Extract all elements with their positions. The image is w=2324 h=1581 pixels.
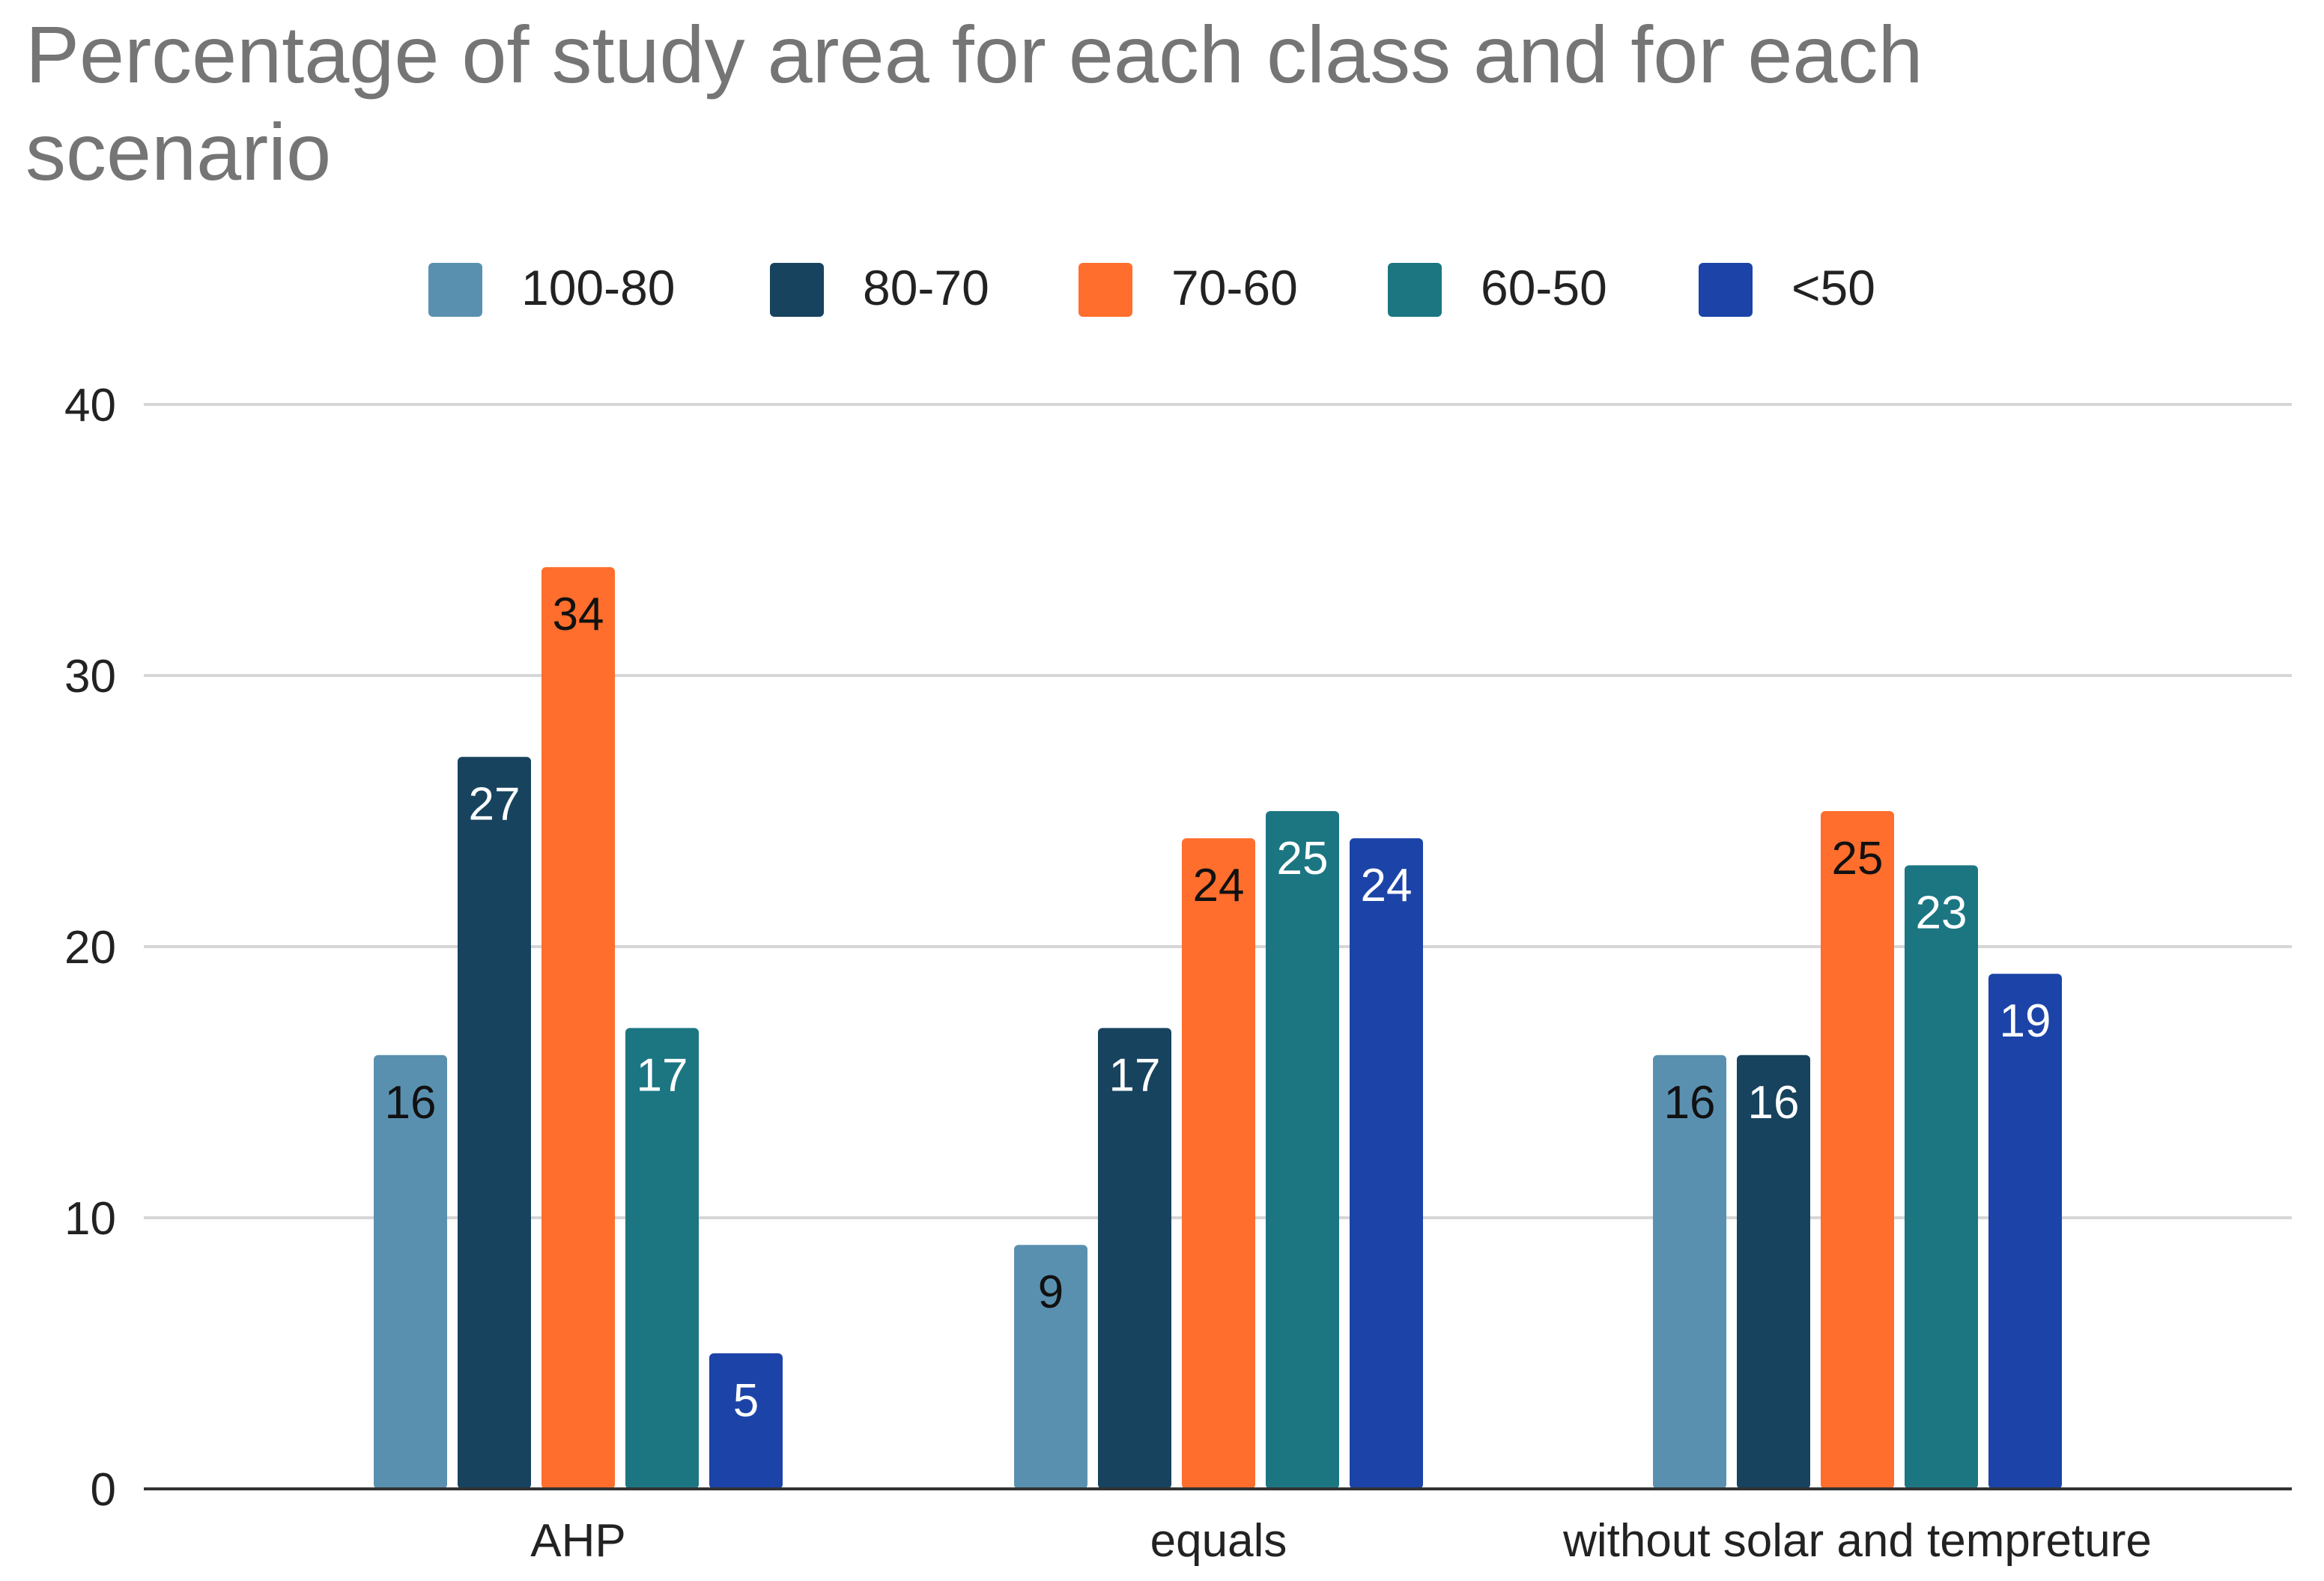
legend-swatch-80-70: [770, 263, 824, 317]
legend-label-80-70: 80-70: [863, 260, 989, 315]
y-tick-label: 20: [64, 922, 116, 974]
bar-ahp-60-50: [625, 1028, 699, 1489]
legend-label-60-50: 60-50: [1481, 260, 1607, 315]
y-tick-label: 0: [91, 1464, 116, 1516]
legend-swatch-lt-50: [1699, 263, 1753, 317]
data-label-without-solar-and-tempreture-80-70: 16: [1748, 1077, 1800, 1129]
bar-without-solar-and-tempreture-70-60: [1821, 811, 1894, 1489]
y-tick-label: 40: [64, 380, 116, 431]
data-label-equals-100-80: 9: [1038, 1266, 1064, 1318]
legend-swatch-100-80: [428, 263, 482, 317]
y-axis: 0 10 20 30 40: [64, 380, 116, 1516]
bar-ahp-80-70: [458, 756, 531, 1489]
bars: [374, 567, 2062, 1490]
bar-equals-70-60: [1182, 838, 1255, 1489]
bar-without-solar-and-tempreture-100-80: [1653, 1054, 1726, 1489]
data-label-ahp-60-50: 17: [637, 1050, 688, 1102]
data-label-without-solar-and-tempreture-100-80: 16: [1664, 1077, 1716, 1129]
data-label-without-solar-and-tempreture-70-60: 25: [1832, 833, 1884, 884]
data-label-equals-80-70: 17: [1109, 1050, 1161, 1102]
bar-equals-100-80: [1014, 1245, 1087, 1489]
bar-equals-80-70: [1098, 1028, 1171, 1489]
x-tick-label: equals: [1150, 1515, 1287, 1567]
bar-without-solar-and-tempreture-60-50: [1905, 865, 1978, 1489]
bar-ahp-lt-50: [709, 1353, 783, 1489]
y-tick-label: 10: [64, 1193, 116, 1245]
bar-equals-60-50: [1266, 811, 1339, 1489]
bar-ahp-70-60: [541, 567, 615, 1490]
legend: 100-80 80-70 70-60 60-50 <50: [428, 260, 1875, 317]
data-label-ahp-100-80: 16: [385, 1077, 437, 1129]
x-tick-label: without solar and tempreture: [1562, 1515, 2152, 1567]
data-label-equals-70-60: 24: [1193, 860, 1245, 911]
chart-title-line-1: Percentage of study area for each class …: [25, 9, 1923, 100]
y-tick-label: 30: [64, 651, 116, 703]
legend-label-lt-50: <50: [1791, 260, 1875, 315]
data-label-equals-lt-50: 24: [1361, 860, 1413, 911]
legend-swatch-70-60: [1078, 263, 1132, 317]
bar-ahp-100-80: [374, 1054, 447, 1489]
bar-without-solar-and-tempreture-80-70: [1737, 1054, 1810, 1489]
bar-equals-lt-50: [1350, 838, 1423, 1489]
legend-swatch-60-50: [1388, 263, 1442, 317]
data-label-without-solar-and-tempreture-lt-50: 19: [2000, 995, 2051, 1047]
bar-labels: 16 27 34 17 5 9 17 24 25 24 16 16 25 23 19: [385, 589, 2051, 1427]
chart-title-line-2: scenario: [25, 106, 331, 197]
legend-label-100-80: 100-80: [521, 260, 676, 315]
data-label-equals-60-50: 25: [1277, 833, 1329, 884]
data-label-ahp-lt-50: 5: [733, 1375, 759, 1427]
legend-label-70-60: 70-60: [1171, 260, 1298, 315]
x-axis: AHP equals without solar and tempreture: [144, 1487, 2292, 1567]
data-label-without-solar-and-tempreture-60-50: 23: [1916, 887, 1967, 938]
data-label-ahp-80-70: 27: [469, 779, 521, 831]
x-tick-label: AHP: [530, 1515, 625, 1567]
data-label-ahp-70-60: 34: [553, 589, 604, 640]
bar-without-solar-and-tempreture-lt-50: [1988, 974, 2062, 1489]
